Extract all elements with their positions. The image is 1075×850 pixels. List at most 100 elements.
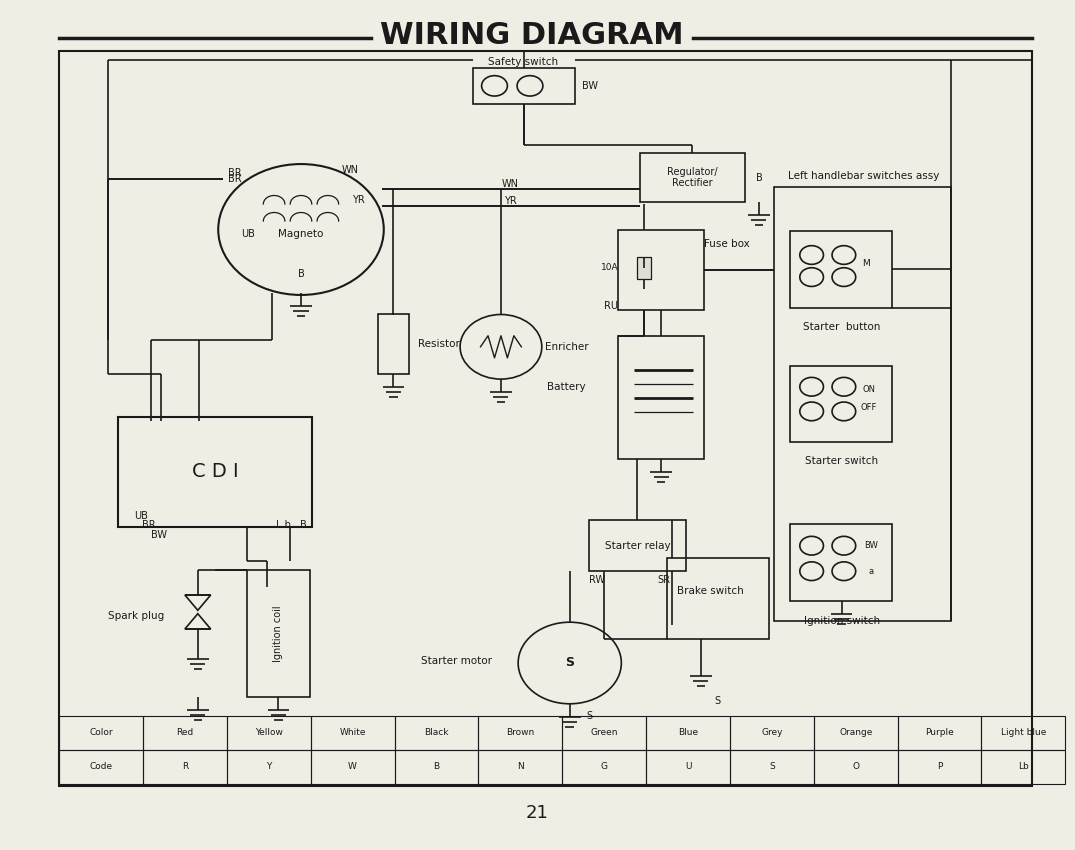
Bar	[247, 570, 310, 697]
Text: BW: BW	[151, 530, 167, 541]
Text: ON: ON	[862, 385, 875, 394]
Text: O: O	[852, 762, 859, 771]
Circle shape	[482, 76, 507, 96]
Text: BW: BW	[864, 541, 877, 550]
Text: M: M	[862, 259, 871, 268]
Text: U: U	[685, 762, 691, 771]
Circle shape	[832, 268, 856, 286]
Text: OFF: OFF	[860, 404, 877, 412]
Text: Lb: Lb	[1018, 762, 1029, 771]
Circle shape	[460, 314, 542, 379]
Text: B: B	[756, 173, 762, 183]
Text: YR: YR	[352, 195, 364, 205]
Bar	[730, 750, 814, 784]
Bar	[118, 416, 312, 527]
Text: B: B	[298, 269, 304, 279]
Bar	[790, 231, 892, 308]
Bar	[814, 716, 898, 750]
Text: L b: L b	[276, 520, 291, 530]
Text: Orange: Orange	[838, 728, 873, 737]
Circle shape	[832, 562, 856, 581]
Bar	[311, 716, 395, 750]
Bar	[646, 716, 730, 750]
Text: BR: BR	[228, 173, 241, 184]
Text: Regulator/
Rectifier: Regulator/ Rectifier	[666, 167, 718, 189]
Bar	[473, 68, 575, 104]
Text: Starter switch: Starter switch	[805, 456, 878, 466]
Bar	[143, 716, 227, 750]
Circle shape	[832, 246, 856, 264]
Circle shape	[517, 76, 543, 96]
Text: a: a	[869, 567, 873, 575]
Bar	[981, 750, 1065, 784]
Bar	[618, 336, 704, 459]
Bar	[378, 314, 408, 374]
Bar	[790, 366, 892, 442]
Text: RW: RW	[589, 575, 604, 585]
Text: White: White	[340, 728, 366, 737]
Text: Safety switch: Safety switch	[488, 57, 559, 67]
Bar	[790, 524, 892, 601]
Text: P: P	[937, 762, 943, 771]
Bar	[562, 750, 646, 784]
Circle shape	[800, 377, 823, 396]
Text: Battery: Battery	[547, 382, 586, 392]
Text: RU: RU	[604, 301, 618, 311]
Bar	[898, 750, 981, 784]
Text: Starter  button: Starter button	[803, 322, 880, 332]
Bar	[640, 153, 745, 202]
Circle shape	[832, 402, 856, 421]
Bar	[774, 187, 951, 620]
Bar	[981, 716, 1065, 750]
Bar	[311, 750, 395, 784]
Text: Left handlebar switches assy: Left handlebar switches assy	[788, 171, 938, 181]
Circle shape	[218, 164, 384, 295]
Bar	[59, 716, 143, 750]
Text: Fuse box: Fuse box	[704, 239, 750, 249]
Text: Black: Black	[425, 728, 448, 737]
Text: S: S	[565, 656, 574, 670]
Text: Purple: Purple	[926, 728, 954, 737]
Text: YR: YR	[504, 196, 517, 206]
Text: B: B	[300, 520, 306, 530]
Circle shape	[800, 246, 823, 264]
Circle shape	[800, 268, 823, 286]
Bar	[478, 716, 562, 750]
Text: BW: BW	[583, 81, 598, 91]
Bar	[562, 716, 646, 750]
Text: WIRING DIAGRAM: WIRING DIAGRAM	[381, 21, 684, 50]
Text: Enricher: Enricher	[545, 342, 588, 352]
Text: Blue: Blue	[678, 728, 698, 737]
Text: BR: BR	[228, 168, 241, 178]
Bar	[59, 750, 143, 784]
Text: BR: BR	[142, 520, 156, 530]
Bar	[898, 716, 981, 750]
Circle shape	[800, 562, 823, 581]
Text: G: G	[601, 762, 607, 771]
Bar	[478, 750, 562, 784]
Text: Starter relay: Starter relay	[604, 541, 671, 551]
Text: Yellow: Yellow	[255, 728, 283, 737]
Bar	[618, 230, 704, 310]
Text: S: S	[714, 696, 720, 706]
Bar	[666, 558, 769, 639]
Bar	[227, 750, 311, 784]
Text: 21: 21	[526, 803, 549, 822]
Text: Ignition switch: Ignition switch	[804, 615, 879, 626]
Text: Brown: Brown	[506, 728, 534, 737]
Text: S: S	[769, 762, 775, 771]
Bar	[227, 716, 311, 750]
Text: Ignition coil: Ignition coil	[273, 605, 284, 661]
Text: Spark plug: Spark plug	[109, 611, 164, 621]
Text: UB: UB	[134, 511, 148, 521]
Circle shape	[832, 377, 856, 396]
Circle shape	[800, 536, 823, 555]
Text: 10A: 10A	[601, 264, 618, 272]
Bar	[814, 750, 898, 784]
Text: Code: Code	[89, 762, 113, 771]
Bar	[395, 716, 478, 750]
Text: S: S	[586, 711, 592, 721]
Text: UB: UB	[242, 229, 255, 239]
Text: Brake switch: Brake switch	[677, 586, 744, 596]
Circle shape	[518, 622, 621, 704]
